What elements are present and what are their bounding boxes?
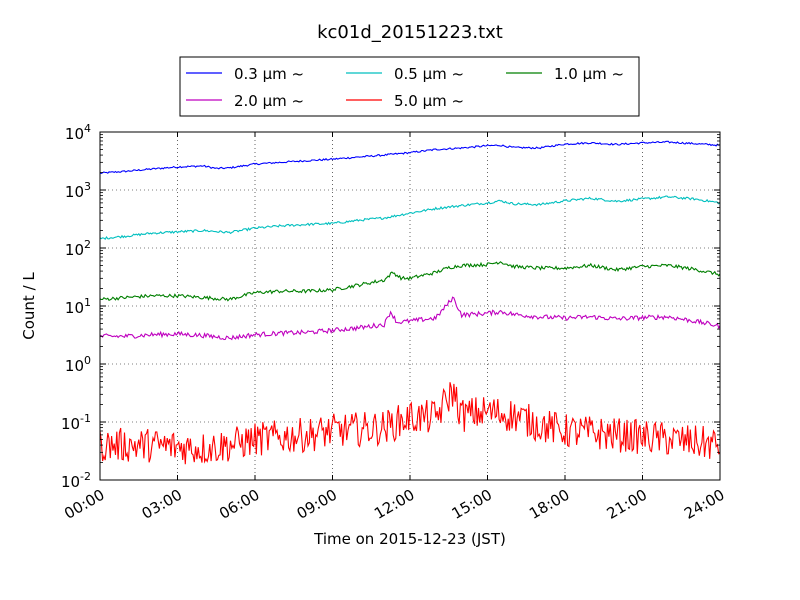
series-layer — [99, 140, 721, 465]
series-line — [99, 296, 721, 341]
series-line — [99, 140, 721, 174]
y-tick-label: 102 — [65, 238, 91, 259]
chart-title: kc01d_20151223.txt — [317, 22, 503, 43]
y-axis-ticks: 10-2 10-1 100 101 102 103 104 — [61, 122, 720, 491]
legend: 0.3 μm ~ 0.5 μm ~ 1.0 μm ~ 2.0 μm ~ 5.0 μm ~ — [179, 56, 640, 117]
y-axis-label: Count / L — [20, 272, 38, 340]
legend-entry: 1.0 μm ~ — [506, 65, 624, 83]
y-tick-label: 104 — [65, 122, 91, 143]
legend-entry: 2.0 μm ~ — [186, 92, 304, 110]
legend-label: 1.0 μm ~ — [554, 65, 624, 83]
legend-label: 0.3 μm ~ — [234, 65, 304, 83]
legend-label: 2.0 μm ~ — [234, 92, 304, 110]
grid-lines — [100, 132, 720, 480]
legend-entry: 0.3 μm ~ — [186, 65, 304, 83]
y-tick-label: 103 — [65, 180, 91, 201]
y-tick-label: 10-2 — [61, 470, 91, 491]
x-axis-label: Time on 2015-12-23 (JST) — [313, 530, 506, 548]
legend-label: 0.5 μm ~ — [394, 65, 464, 83]
series-line — [99, 261, 721, 302]
series-line — [99, 195, 721, 241]
y-tick-label: 101 — [65, 296, 91, 317]
y-tick-label: 10-1 — [61, 412, 91, 433]
legend-box — [179, 56, 640, 117]
legend-entry: 0.5 μm ~ — [346, 65, 464, 83]
y-tick-label: 100 — [65, 354, 91, 375]
legend-label: 5.0 μm ~ — [394, 92, 464, 110]
legend-entry: 5.0 μm ~ — [346, 92, 464, 110]
series-line — [99, 382, 721, 465]
